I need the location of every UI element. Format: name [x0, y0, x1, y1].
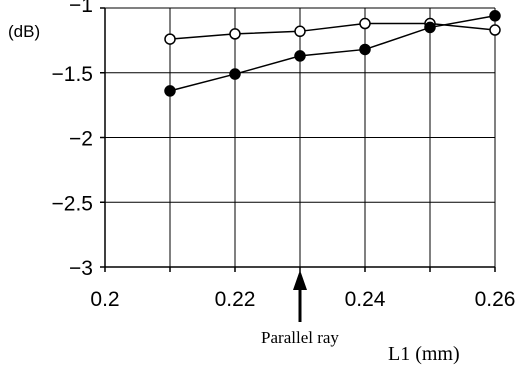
annotation-arrow-head	[293, 270, 307, 290]
data-point	[230, 69, 240, 79]
series-open-circle	[165, 19, 500, 45]
series-filled-circle	[165, 11, 500, 96]
data-series	[165, 11, 500, 96]
y-axis-unit-label: (dB)	[8, 22, 40, 41]
x-tick-label: 0.26	[475, 288, 516, 311]
annotation-label: Parallel ray	[261, 328, 339, 347]
parallel-ray-annotation: Parallel ray	[261, 270, 339, 347]
x-tick-label: 0.22	[215, 288, 256, 311]
x-tick-label: 0.24	[345, 288, 386, 311]
data-point	[360, 44, 370, 54]
y-tick-label: −1	[69, 0, 93, 17]
y-tick-label: −1.5	[52, 63, 93, 86]
data-point	[425, 22, 435, 32]
y-tick-label: −3	[69, 257, 93, 280]
tick-labels: −1 −1.5 −2 −2.5 −3 0.2 0.22 0.24 0.26	[52, 0, 516, 311]
data-point	[165, 86, 175, 96]
series-line	[170, 24, 495, 40]
axes	[100, 8, 495, 272]
y-tick-label: −2.5	[52, 192, 93, 215]
data-point	[165, 34, 175, 44]
y-tick-label: −2	[69, 128, 93, 151]
data-point	[295, 51, 305, 61]
data-point	[490, 11, 500, 21]
data-point	[295, 26, 305, 36]
data-point	[490, 25, 500, 35]
x-tick-label: 0.2	[90, 288, 119, 311]
x-axis-label: L1 (mm)	[388, 343, 460, 365]
data-point	[360, 19, 370, 29]
data-point	[230, 29, 240, 39]
grid	[105, 8, 495, 267]
